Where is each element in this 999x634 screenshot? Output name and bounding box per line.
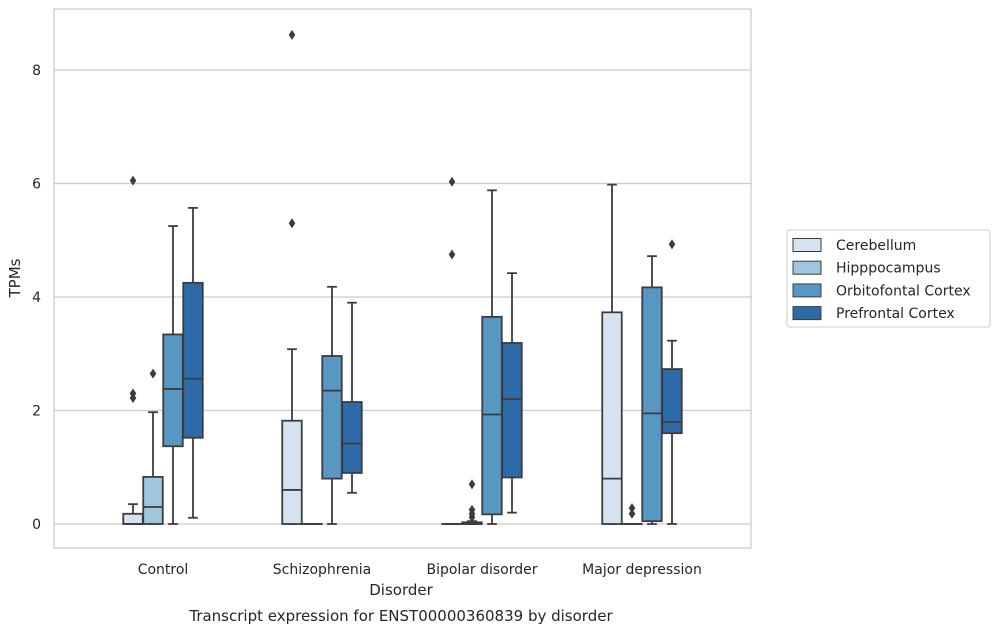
box-prefrontal-cortex <box>341 301 363 494</box>
box-cerebellum <box>441 176 463 525</box>
outlier-point <box>149 368 157 379</box>
legend-label: Prefrontal Cortex <box>836 306 955 322</box>
box-plots <box>122 29 683 525</box>
outlier-point <box>628 508 636 519</box>
box-cerebellum <box>281 29 303 525</box>
box <box>501 342 523 479</box>
box-orbitofontal-cortex <box>641 255 663 525</box>
outlier-point <box>668 239 676 250</box>
x-axis-label: Disorder <box>369 581 433 599</box>
y-tick-label: 2 <box>32 404 41 420</box>
outlier-point <box>628 503 636 514</box>
y-tick-label: 8 <box>32 63 41 79</box>
box-orbitofontal-cortex <box>321 285 343 525</box>
legend-swatch <box>792 238 822 252</box>
y-tick-labels: 0 2 4 6 8 <box>32 63 41 533</box>
box <box>481 315 503 516</box>
legend-frame <box>786 229 991 328</box>
box-cerebellum <box>122 175 144 525</box>
outlier-point <box>288 29 296 40</box>
x-tick-label: Major depression <box>582 562 702 578</box>
outlier-point <box>129 175 137 186</box>
legend: Cerebellum Hipppocampus Orbitofontal Corte… <box>786 229 991 328</box>
box <box>122 512 144 525</box>
box-hipppocampus <box>621 503 643 525</box>
box-prefrontal-cortex <box>661 239 683 525</box>
legend-label: Cerebellum <box>836 238 916 254</box>
box <box>162 333 184 448</box>
box <box>661 368 683 435</box>
box <box>281 419 303 525</box>
y-tick-label: 6 <box>32 177 41 193</box>
y-axis-label: TPMs <box>6 258 24 298</box>
y-tick-label: 0 <box>32 517 41 533</box>
legend-swatch <box>792 306 822 321</box>
box <box>341 401 363 474</box>
legend-swatch <box>792 260 822 275</box>
outlier-point <box>129 388 137 399</box>
box <box>641 286 663 523</box>
box <box>142 475 164 525</box>
outlier-point <box>448 176 456 187</box>
y-tick-label: 4 <box>32 290 41 306</box>
x-tick-label: Bipolar disorder <box>426 562 537 578</box>
x-tick-labels: Control Schizophrenia Bipolar disorder Majo… <box>138 562 702 578</box>
outlier-point <box>448 249 456 260</box>
legend-label: Hipppocampus <box>836 261 941 277</box>
box <box>601 311 623 525</box>
outlier-point <box>288 218 296 229</box>
box-orbitofontal-cortex <box>162 225 184 525</box>
outlier-point <box>468 504 476 515</box>
legend-label: Orbitofontal Cortex <box>836 283 971 299</box>
chart-caption: Transcript expression for ENST0000036083… <box>188 607 613 625</box>
x-tick-label: Control <box>138 562 189 578</box>
box-prefrontal-cortex <box>182 207 204 519</box>
box-hipppocampus <box>461 479 483 525</box>
plot-frame <box>53 8 752 549</box>
box-hipppocampus <box>142 368 164 525</box>
box-cerebellum <box>601 183 623 525</box>
legend-swatch <box>792 283 822 298</box>
box-prefrontal-cortex <box>501 272 523 514</box>
outlier-point <box>468 479 476 490</box>
box-orbitofontal-cortex <box>481 189 503 525</box>
box <box>182 281 204 439</box>
x-tick-label: Schizophrenia <box>273 562 371 578</box>
box <box>321 355 343 480</box>
